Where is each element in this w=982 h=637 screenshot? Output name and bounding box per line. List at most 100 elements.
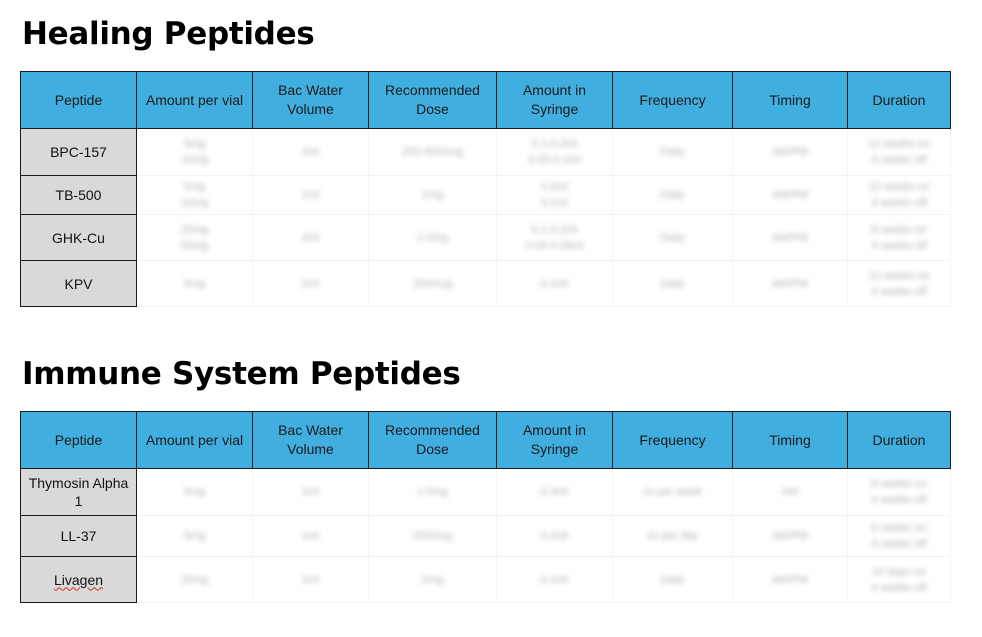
duration-cell: 12 weeks on 4 weeks off — [847, 260, 951, 307]
header-row: Peptide Amount per vial Bac Water Volume… — [20, 411, 951, 469]
bac-water-volume-cell: 2ml — [252, 260, 369, 307]
peptide-name-cell: GHK-Cu — [20, 214, 137, 261]
cell-value: AM — [781, 486, 799, 498]
cell-value: Daily — [660, 277, 685, 290]
timing-cell: AM/PM — [732, 128, 848, 176]
frequency-cell: 2x per week — [612, 468, 733, 516]
timing-cell: AM/PM — [732, 260, 848, 307]
cell-value: 10 days on 4 weeks off — [871, 565, 927, 594]
cell-value: 0.1-0.2ml 0.05-0.1ml — [528, 138, 581, 166]
recommended-dose-cell: 250-500mcg — [368, 128, 497, 176]
cell-value: 2ml — [301, 277, 320, 290]
col-header-recommended-dose: Recommended Dose — [368, 411, 497, 469]
table-row: Livagen 20mg 1ml 2mg 0.1ml Daily AM/PM 10 days … — [20, 556, 951, 603]
peptide-name: GHK-Cu — [52, 229, 105, 246]
duration-cell: 8 weeks on 4 weeks off — [847, 468, 951, 516]
cell-value: 2mg — [421, 573, 444, 586]
bac-water-volume-cell: 1ml — [252, 556, 369, 603]
col-header-timing: Timing — [732, 411, 848, 469]
duration-cell: 10 days on 4 weeks off — [847, 556, 951, 603]
cell-value: 0.2ml — [541, 530, 568, 542]
duration-cell: 12 weeks on 4 weeks off — [847, 128, 951, 176]
frequency-cell: Daily — [612, 175, 733, 215]
col-header-peptide: Peptide — [20, 411, 137, 469]
cell-value: 6 weeks on 4 weeks off — [871, 522, 927, 550]
frequency-cell: Daily — [612, 556, 733, 603]
duration-cell: 8 weeks on 4 weeks off — [847, 214, 951, 261]
col-header-frequency: Frequency — [612, 411, 733, 469]
header-row: Peptide Amount per vial Bac Water Volume… — [20, 71, 951, 129]
recommended-dose-cell: 200mcg — [368, 515, 497, 557]
cell-value: 8 weeks on 4 weeks off — [871, 478, 927, 506]
col-header-amount-per-vial: Amount per vial — [136, 71, 253, 129]
immune-system-peptides-title: Immune System Peptides — [22, 356, 461, 392]
peptide-name-cell: TB-500 — [20, 175, 137, 215]
cell-value: 0.1ml — [541, 277, 568, 290]
duration-cell: 6 weeks on 4 weeks off — [847, 515, 951, 557]
cell-value: AM/PM — [771, 146, 809, 158]
col-header-recommended-dose: Recommended Dose — [368, 71, 497, 129]
peptide-name: KPV — [64, 275, 93, 292]
col-header-bac-water-volume: Bac Water Volume — [252, 411, 369, 469]
cell-value: AM/PM — [771, 277, 809, 290]
cell-value: 1.5mg — [417, 486, 448, 498]
cell-value: 250-500mcg — [401, 146, 464, 158]
bac-water-volume-cell: 2ml — [252, 128, 369, 176]
table-row: BPC-157 5mg 10mg 2ml 250-500mcg 0.1-0.2ml 0.… — [20, 128, 951, 176]
recommended-dose-cell: 200mcg — [368, 260, 497, 307]
cell-value: 1mg — [421, 189, 444, 201]
amount-in-syringe-cell: 0.1ml — [496, 260, 613, 307]
amount-per-vial-cell: 5mg 10mg — [136, 128, 253, 176]
cell-value: Daily — [660, 189, 685, 201]
cell-value: 2ml — [301, 231, 320, 244]
peptide-name: BPC-157 — [50, 144, 107, 160]
cell-value: 1ml — [301, 530, 320, 542]
col-header-amount-per-vial: Amount per vial — [136, 411, 253, 469]
cell-value: 25mg 50mg — [180, 223, 209, 252]
recommended-dose-cell: 1-2mg — [368, 214, 497, 261]
cell-value: Daily — [660, 231, 685, 244]
cell-value: 2x per week — [642, 486, 703, 498]
peptide-name: TB-500 — [55, 187, 102, 203]
col-header-bac-water-volume: Bac Water Volume — [252, 71, 369, 129]
bac-water-volume-cell: 1ml — [252, 515, 369, 557]
cell-value: 1ml — [301, 573, 320, 586]
cell-value: 0.2ml 0.1ml — [541, 181, 568, 209]
cell-value: 5mg 10mg — [180, 181, 209, 209]
table-row: Thymosin Alpha 1 5mg 1ml 1.5mg 0.3ml 2x per w… — [20, 468, 951, 516]
cell-value: 1-2mg — [416, 231, 449, 244]
frequency-cell: Daily — [612, 260, 733, 307]
cell-value: 5mg — [183, 486, 206, 498]
timing-cell: AM/PM — [732, 175, 848, 215]
duration-cell: 12 weeks on 4 weeks off — [847, 175, 951, 215]
bac-water-volume-cell: 1ml — [252, 175, 369, 215]
cell-value: AM/PM — [771, 530, 809, 542]
table-row: KPV 5mg 2ml 200mcg 0.1ml Daily AM/PM 12 weeks o… — [20, 260, 951, 307]
recommended-dose-cell: 2mg — [368, 556, 497, 603]
peptide-name-cell: BPC-157 — [20, 128, 137, 176]
frequency-cell: Daily — [612, 214, 733, 261]
cell-value: AM/PM — [771, 573, 809, 586]
cell-value: 200mcg — [412, 277, 453, 290]
cell-value: 1ml — [301, 189, 320, 201]
recommended-dose-cell: 1mg — [368, 175, 497, 215]
cell-value: Daily — [660, 146, 685, 158]
cell-value: 8 weeks on 4 weeks off — [871, 223, 927, 252]
cell-value: AM/PM — [771, 189, 809, 201]
table-row: TB-500 5mg 10mg 1ml 1mg 0.2ml 0.1ml Daily AM/P… — [20, 175, 951, 215]
col-header-frequency: Frequency — [612, 71, 733, 129]
cell-value: 2x per day — [646, 530, 699, 542]
table-row: GHK-Cu 25mg 50mg 2ml 1-2mg 0.1-0.2ml 0.04-0.… — [20, 214, 951, 261]
bac-water-volume-cell: 1ml — [252, 468, 369, 516]
amount-per-vial-cell: 20mg — [136, 556, 253, 603]
amount-per-vial-cell: 25mg 50mg — [136, 214, 253, 261]
cell-value: 12 weeks on 4 weeks off — [868, 181, 930, 209]
peptide-name-cell: Thymosin Alpha 1 — [20, 468, 137, 516]
healing-peptides-table: Peptide Amount per vial Bac Water Volume… — [20, 71, 951, 307]
frequency-cell: 2x per day — [612, 515, 733, 557]
peptide-name: LL-37 — [60, 528, 97, 544]
amount-per-vial-cell: 5mg — [136, 260, 253, 307]
amount-in-syringe-cell: 0.1-0.2ml 0.05-0.1ml — [496, 128, 613, 176]
col-header-amount-in-syringe: Amount in Syringe — [496, 411, 613, 469]
amount-in-syringe-cell: 0.2ml — [496, 515, 613, 557]
